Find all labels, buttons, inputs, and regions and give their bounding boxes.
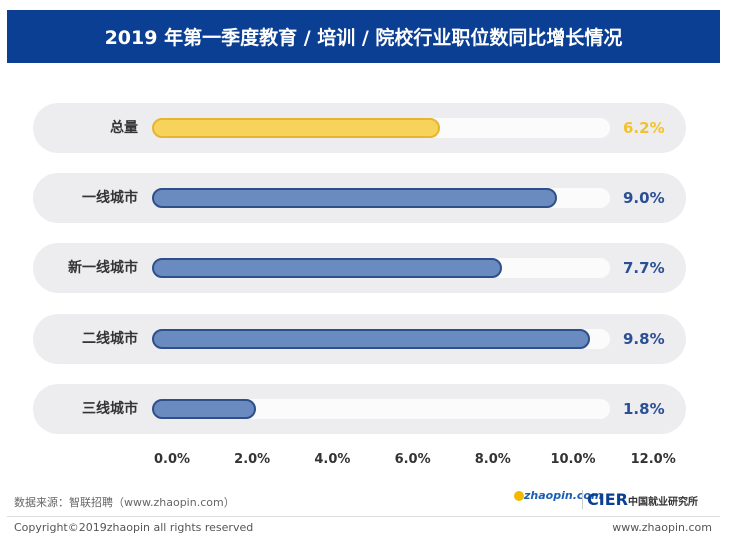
data-source: 数据来源：智联招聘（www.zhaopin.com） [14, 496, 235, 509]
x-tick-label: 4.0% [314, 452, 351, 467]
bar-row: 新一线城市 7.7% [33, 243, 686, 293]
category-label: 三线城市 [82, 401, 138, 417]
bar [152, 399, 257, 419]
copyright: Copyright©2019zhaopin all rights reserve… [14, 521, 254, 534]
bar [152, 118, 440, 138]
chart-title: 2019 年第一季度教育 / 培训 / 院校行业职位数同比增长情况 [7, 10, 720, 63]
divider [7, 516, 720, 517]
x-tick-label: 10.0% [550, 452, 596, 467]
value-label: 9.0% [623, 189, 665, 207]
x-tick-label: 0.0% [153, 452, 191, 467]
bar-row: 一线城市 9.0% [33, 173, 686, 223]
bar-row: 总量 6.2% [33, 103, 686, 153]
x-tick-label: 12.0% [630, 452, 676, 467]
value-label: 9.8% [623, 330, 665, 348]
category-label: 二线城市 [82, 331, 138, 347]
logo-dot-icon [514, 491, 524, 501]
bar-row: 三线城市 1.8% [33, 384, 686, 434]
category-label: 新一线城市 [68, 260, 138, 276]
x-tick-label: 6.0% [394, 452, 431, 467]
value-label: 7.7% [623, 259, 665, 277]
bar-track [152, 399, 610, 419]
website-url[interactable]: www.zhaopin.com [612, 521, 712, 534]
value-label: 6.2% [623, 119, 665, 137]
cier-logo: CIER中国就业研究所 [582, 490, 698, 509]
cier-cn-text: 中国就业研究所 [627, 497, 698, 508]
bar [152, 258, 503, 278]
bar-row: 二线城市 9.8% [33, 314, 686, 364]
cier-text: CIER [587, 490, 628, 509]
bar [152, 329, 591, 349]
x-tick-label: 2.0% [234, 452, 271, 467]
x-tick-label: 8.0% [474, 452, 511, 467]
bar [152, 188, 557, 208]
value-label: 1.8% [623, 400, 665, 418]
category-label: 一线城市 [82, 190, 138, 206]
category-label: 总量 [110, 120, 138, 136]
